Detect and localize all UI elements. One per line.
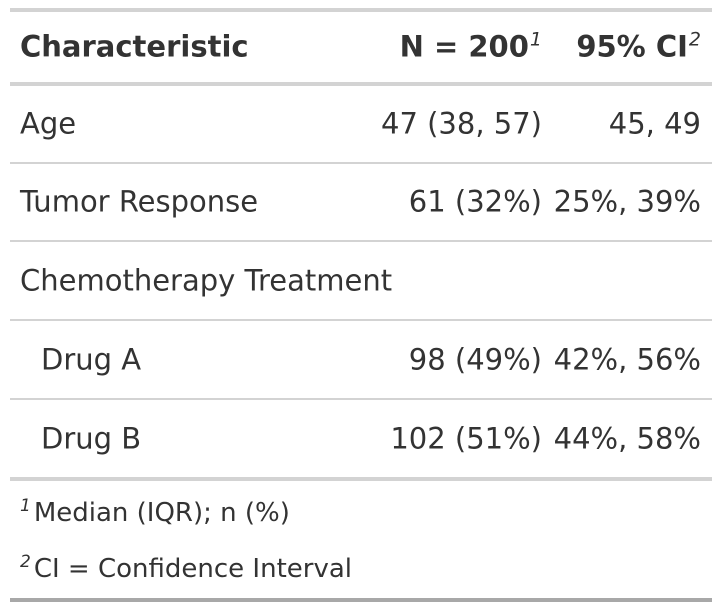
table-row: Age 47 (38, 57) 45, 49 [10,86,712,162]
row-n-drug-a: 98 (49%) [408,342,542,377]
header-ci: 95% CI2 [576,29,701,64]
row-divider [10,240,712,242]
table-header-row: Characteristic N = 2001 95% CI2 [10,12,712,82]
footnote-1: 1 Median (IQR); n (%) [20,498,290,528]
table-row: Chemotherapy Treatment [10,243,712,319]
row-label-chemotherapy: Chemotherapy Treatment [20,263,393,298]
row-ci-tumor-response: 25%, 39% [553,184,701,219]
row-n-tumor-response: 61 (32%) [408,184,542,219]
header-bottom-rule [10,82,712,86]
row-label-drug-a: Drug A [41,342,142,377]
footnote-1-mark: 1 [20,496,31,516]
row-label-age: Age [20,106,77,141]
header-n-label: N = 200 [399,29,529,64]
row-divider [10,162,712,164]
table-row: Drug B 102 (51%) 44%, 58% [10,401,712,477]
table-bottom-rule [10,598,712,602]
header-characteristic: Characteristic [20,29,249,64]
header-n: N = 2001 [399,29,542,64]
row-ci-drug-b: 44%, 58% [553,421,701,456]
row-n-age: 47 (38, 57) [381,106,542,141]
row-n-drug-b: 102 (51%) [390,421,542,456]
footnote-1-text: Median (IQR); n (%) [33,498,290,528]
header-n-footnote-mark: 1 [529,28,542,51]
row-divider [10,319,712,321]
table-body-bottom-rule [10,477,712,481]
row-ci-drug-a: 42%, 56% [553,342,701,377]
table-row: Drug A 98 (49%) 42%, 56% [10,322,712,398]
row-ci-age: 45, 49 [608,106,701,141]
footnote-2-text: CI = Confidence Interval [33,554,352,584]
row-label-tumor-response: Tumor Response [20,184,259,219]
table-row: Tumor Response 61 (32%) 25%, 39% [10,164,712,240]
footnote-2: 2 CI = Confidence Interval [20,554,352,584]
row-divider [10,398,712,400]
header-ci-footnote-mark: 2 [688,28,701,51]
table-top-rule [10,8,712,12]
summary-table: Characteristic N = 2001 95% CI2 Age 47 (… [10,0,712,612]
row-label-drug-b: Drug B [41,421,142,456]
footnote-2-mark: 2 [20,552,31,572]
header-ci-label: 95% CI [576,29,688,64]
